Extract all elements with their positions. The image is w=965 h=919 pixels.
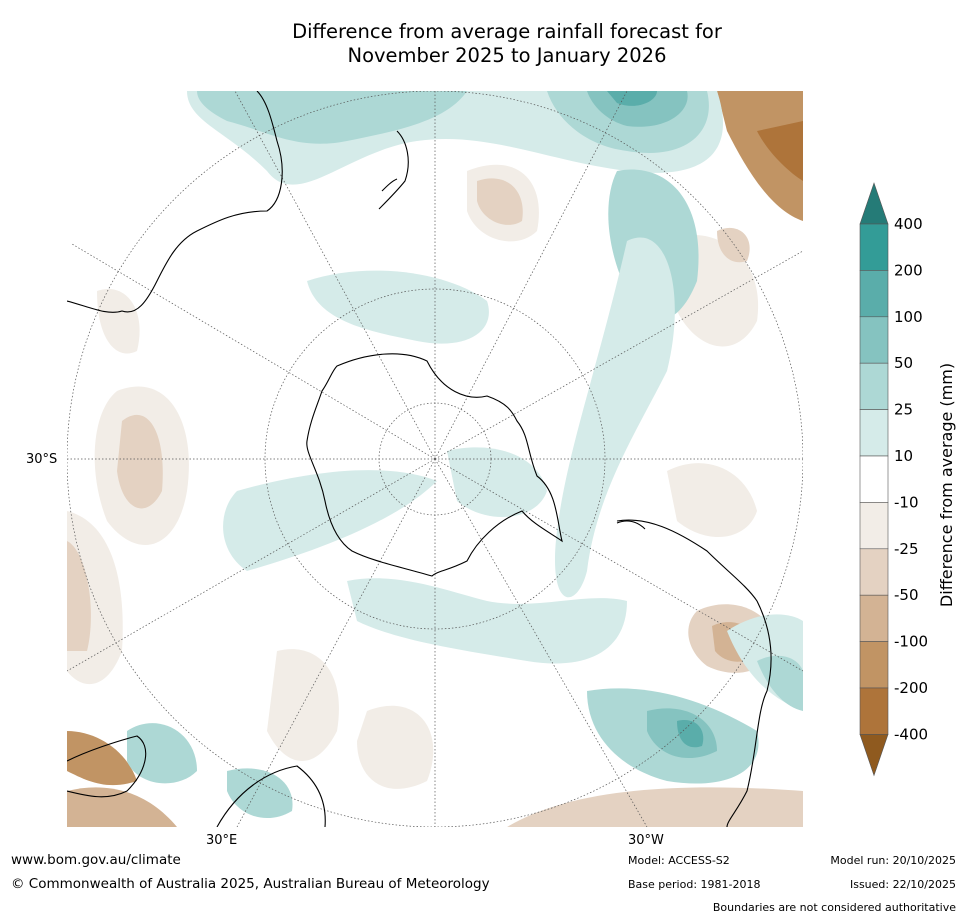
colorbar-tick-label: 400 [894,215,923,233]
map-title: Difference from average rainfall forecas… [0,20,965,68]
colorbar-segment [859,687,889,735]
antarctica-coastline [306,353,563,577]
longitude-label-west: 30°W [628,833,664,848]
wetter-anomaly-regions [127,91,803,819]
colorbar-segment [859,502,889,550]
colorbar-tick-label: -10 [894,493,919,511]
south-america-tip [616,520,646,530]
title-line-1: Difference from average rainfall forecas… [292,20,722,43]
colorbar-tick-label: -400 [894,725,928,743]
issued-date: Issued: 22/10/2025 [849,878,956,891]
colorbar-tick-label: 25 [894,401,913,419]
colorbar-tick-label: 10 [894,447,913,465]
colorbar-segment [859,409,889,457]
boundaries-disclaimer: Boundaries are not considered authoritat… [712,901,956,914]
model-run: Model run: 20/10/2025 [830,854,956,867]
colorbar-segment [859,641,889,689]
colorbar-segment [859,455,889,503]
colorbar-tick-label: -100 [894,633,928,651]
model-name: Model: ACCESS-S2 [628,854,730,867]
colorbar: 400 200 100 50 25 10 -10 -25 -50 -100 -200 -400 Dif… [859,182,956,777]
colorbar-segment [859,548,889,596]
footer-url: www.bom.gov.au/climate [11,852,181,868]
drier-anomaly-regions [67,91,803,827]
latitude-label: 30°S [26,452,58,467]
base-period: Base period: 1981-2018 [628,878,761,891]
title-line-2: November 2025 to January 2026 [347,44,667,67]
colorbar-segment [859,223,889,271]
colorbar-tick-label: 100 [894,308,923,326]
colorbar-segment [859,270,889,318]
coastlines [67,91,772,827]
colorbar-extend-bottom [859,734,889,777]
colorbar-tick-label: 200 [894,261,923,279]
graticule [67,91,803,827]
colorbar-segment [859,316,889,364]
colorbar-tick-label: -25 [894,540,919,558]
africa-coastline-east [216,765,326,827]
south-america-coastline [616,519,772,827]
colorbar-segment [859,362,889,410]
colorbar-segment [859,594,889,642]
colorbar-label: Difference from average (mm) [937,363,956,607]
australia-coastline [67,91,283,313]
colorbar-tick-label: -200 [894,679,928,697]
colorbar-extend-top [859,182,889,225]
colorbar-tick-label: -50 [894,586,919,604]
colorbar-tick-label: 50 [894,354,913,372]
africa-coastline [67,735,147,798]
footer-copyright: © Commonwealth of Australia 2025, Austra… [11,876,490,892]
rainfall-anomaly-map [67,91,803,827]
longitude-label-east: 30°E [206,833,238,848]
new-zealand-south-island [381,178,398,192]
new-zealand-coastline [378,130,409,210]
